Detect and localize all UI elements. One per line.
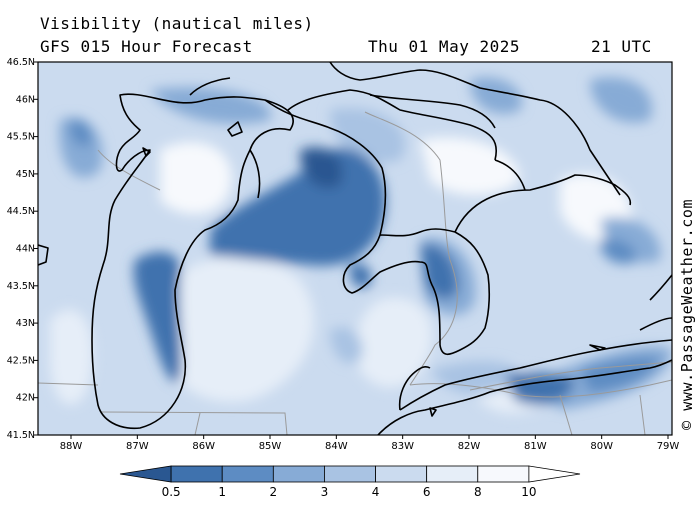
lake-erie-shore xyxy=(399,339,672,411)
lon-label: 81W xyxy=(524,441,547,452)
colorbar-swatch xyxy=(272,465,325,483)
colorbar-label: 8 xyxy=(474,485,482,499)
state-borders xyxy=(38,111,672,435)
colorbar-swatch xyxy=(426,465,479,483)
forecast-date: Thu 01 May 2025 xyxy=(368,37,520,56)
lon-label: 87W xyxy=(126,441,149,452)
colorbar-label: 6 xyxy=(423,485,431,499)
map-title: Visibility (nautical miles) xyxy=(40,14,314,33)
lat-label: 46.5N xyxy=(7,57,35,68)
lat-label: 45N xyxy=(16,169,35,180)
lake-huron-shore xyxy=(264,99,491,356)
colorbar-swatch xyxy=(170,465,223,483)
lat-label: 42.5N xyxy=(7,355,35,366)
colorbar-swatch xyxy=(477,465,530,483)
lon-label: 79W xyxy=(657,441,680,452)
coastlines xyxy=(38,62,672,435)
lat-label: 41.5N xyxy=(7,430,35,441)
colorbar-label: 10 xyxy=(521,485,536,499)
lat-label: 44N xyxy=(16,244,35,255)
colorbar-low-arrow xyxy=(119,465,172,483)
colorbar-swatch xyxy=(324,465,376,483)
colorbar-high-arrow xyxy=(528,465,581,483)
lon-label: 85W xyxy=(259,441,282,452)
lat-label: 42N xyxy=(16,393,35,404)
colorbar-swatch xyxy=(375,465,428,483)
lat-label: 43.5N xyxy=(7,281,35,292)
longitude-axis: 88W 87W 86W 85W 84W 83W 82W 81W 80W 79W xyxy=(60,435,680,452)
latitude-axis: 46.5N 46N 45.5N 45N 44.5N 44N 43.5N 43N 42.5N 42N… xyxy=(7,57,38,441)
colorbar-label: 4 xyxy=(372,485,380,499)
lon-label: 82W xyxy=(458,441,481,452)
lat-label: 44.5N xyxy=(7,206,35,217)
colorbar-label: 1 xyxy=(218,485,226,499)
colorbar-label: 0.5 xyxy=(162,485,181,499)
lon-label: 88W xyxy=(60,441,83,452)
colorbar-swatch xyxy=(221,465,274,483)
colorbar-label: 3 xyxy=(321,485,329,499)
visibility-colorbar: 0.5 1 2 3 4 6 8 10 xyxy=(119,465,581,499)
lon-label: 84W xyxy=(325,441,348,452)
copyright-credit: © www.PassageWeather.com xyxy=(678,198,696,430)
lon-label: 80W xyxy=(590,441,613,452)
lake-michigan-shore xyxy=(91,93,294,430)
colorbar-label: 2 xyxy=(270,485,278,499)
lat-label: 45.5N xyxy=(7,132,35,143)
forecast-time: 21 UTC xyxy=(591,37,652,56)
lat-label: 43N xyxy=(16,318,35,329)
lon-label: 86W xyxy=(192,441,215,452)
forecast-subtitle: GFS 015 Hour Forecast xyxy=(40,37,253,56)
lon-label: 83W xyxy=(391,441,414,452)
lat-label: 46N xyxy=(16,94,35,105)
